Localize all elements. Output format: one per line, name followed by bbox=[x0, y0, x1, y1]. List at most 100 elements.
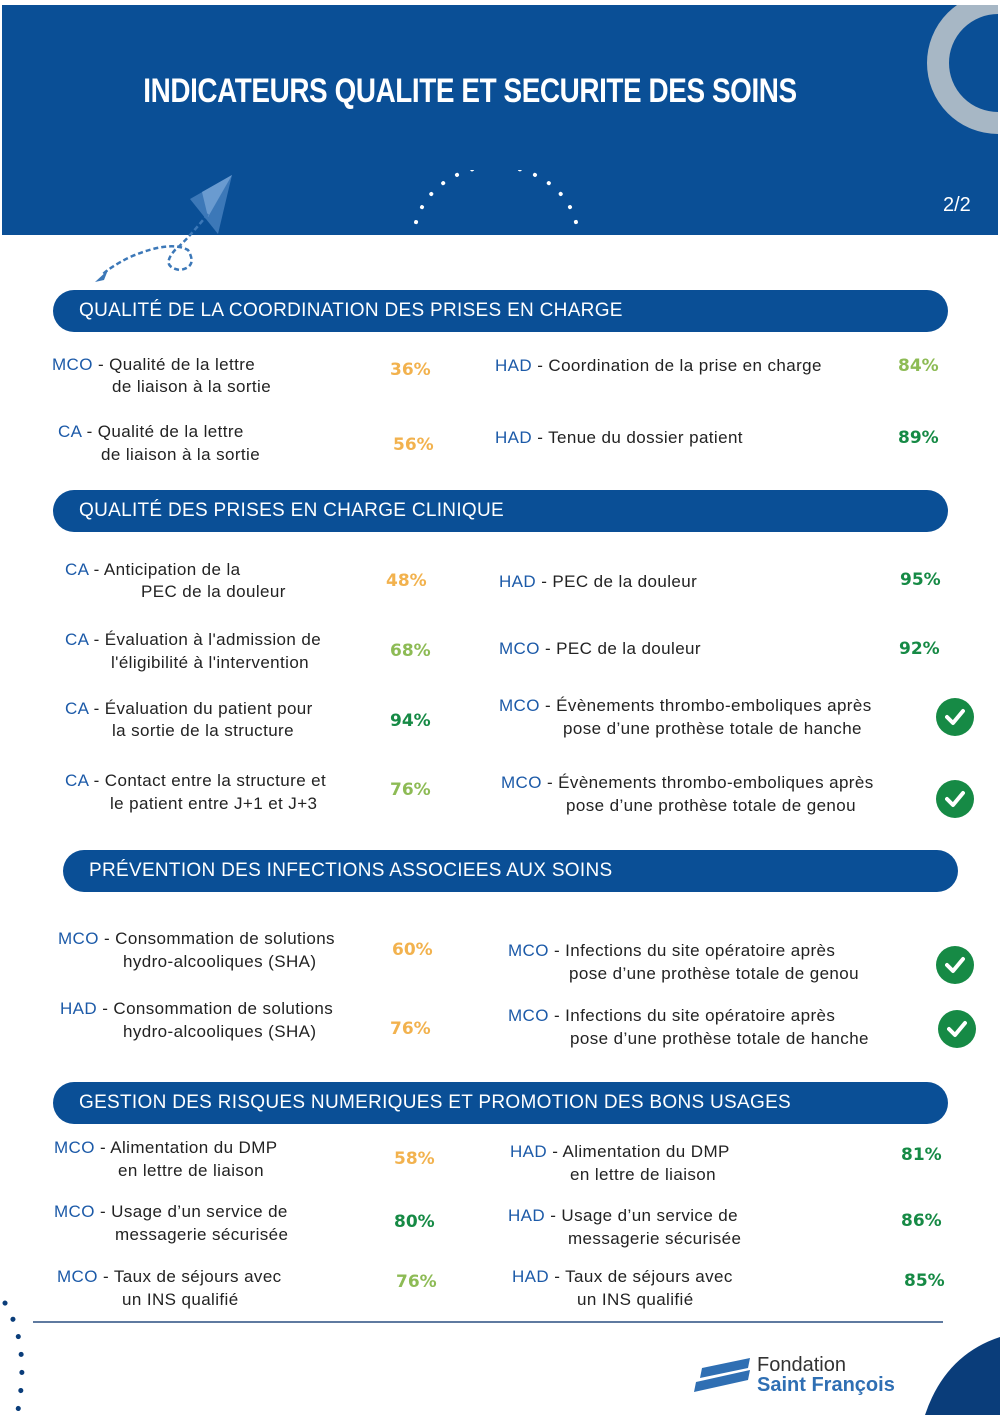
indicator-value: 58% bbox=[394, 1149, 435, 1169]
indicator-value: 95% bbox=[900, 570, 941, 590]
check-circle-icon bbox=[938, 1010, 976, 1048]
check-circle-icon bbox=[936, 698, 974, 736]
indicator-domain: MCO bbox=[54, 1202, 95, 1221]
indicator-label: MCO - Usage d’un service de bbox=[54, 1201, 288, 1223]
indicator-label: MCO - Infections du site opératoire aprè… bbox=[508, 1005, 835, 1027]
indicator-label: MCO - Infections du site opératoire aprè… bbox=[508, 940, 835, 962]
indicator-value: 36% bbox=[390, 360, 431, 380]
indicator-title: - Évènements thrombo-emboliques après bbox=[541, 773, 874, 792]
indicator-title: - Évènements thrombo-emboliques après bbox=[539, 696, 872, 715]
indicator-label: MCO - PEC de la douleur bbox=[499, 638, 701, 660]
indicator-domain: MCO bbox=[52, 355, 93, 374]
indicator-value: 94% bbox=[390, 711, 431, 731]
indicator-domain: CA bbox=[58, 422, 82, 441]
section-header: GESTION DES RISQUES NUMERIQUES ET PROMOT… bbox=[53, 1082, 948, 1124]
indicator-label: CA - Contact entre la structure et bbox=[65, 770, 326, 792]
indicator-title: - Qualité de la lettre bbox=[92, 355, 256, 374]
indicator-domain: HAD bbox=[60, 999, 98, 1018]
indicator-label-line2: messagerie sécurisée bbox=[115, 1225, 289, 1244]
indicator-value: 76% bbox=[390, 780, 431, 800]
section-header: QUALITÉ DE LA COORDINATION DES PRISES EN… bbox=[53, 290, 948, 332]
indicator-value: 68% bbox=[390, 641, 431, 661]
indicator-value: 81% bbox=[901, 1145, 942, 1165]
indicator-label: HAD - Tenue du dossier patient bbox=[495, 427, 743, 449]
indicator-domain: CA bbox=[65, 771, 89, 790]
indicator-label: MCO - Alimentation du DMP bbox=[54, 1137, 278, 1159]
indicator-title: - Alimentation du DMP bbox=[94, 1138, 278, 1157]
indicator-domain: MCO bbox=[501, 773, 542, 792]
indicator-domain: HAD bbox=[495, 356, 533, 375]
indicator-value: 48% bbox=[386, 571, 427, 591]
indicator-title: - Taux de séjours avec bbox=[549, 1267, 733, 1286]
indicator-value: 86% bbox=[901, 1211, 942, 1231]
dotted-arc-decoration bbox=[412, 170, 580, 240]
indicator-title: - PEC de la douleur bbox=[539, 639, 701, 658]
indicator-label-line2: hydro-alcooliques (SHA) bbox=[123, 952, 317, 971]
indicator-label: HAD - Coordination de la prise en charge bbox=[495, 355, 822, 377]
indicator-title: - Consommation de solutions bbox=[97, 999, 334, 1018]
indicator-value: 89% bbox=[898, 428, 939, 448]
page-number: 2/2 bbox=[943, 194, 971, 216]
indicator-label: HAD - Consommation de solutions bbox=[60, 998, 333, 1020]
indicator-title: - Usage d’un service de bbox=[545, 1206, 739, 1225]
indicator-label-line2: en lettre de liaison bbox=[118, 1161, 264, 1180]
indicator-title: - Anticipation de la bbox=[88, 560, 241, 579]
indicator-value: 56% bbox=[393, 435, 434, 455]
indicator-domain: HAD bbox=[499, 572, 537, 591]
indicator-label: MCO - Évènements thrombo-emboliques aprè… bbox=[499, 695, 872, 717]
indicator-label-line2: pose d’une prothèse totale de hanche bbox=[570, 1029, 869, 1048]
indicator-title: - Évaluation du patient pour bbox=[88, 699, 313, 718]
indicator-label-line2: pose d’une prothèse totale de genou bbox=[566, 796, 857, 815]
indicator-domain: CA bbox=[65, 630, 89, 649]
indicator-domain: MCO bbox=[499, 696, 540, 715]
corner-arc-decoration bbox=[925, 1337, 1000, 1415]
indicator-label: MCO - Consommation de solutions bbox=[58, 928, 335, 950]
header-banner bbox=[2, 5, 998, 240]
indicator-value: 85% bbox=[904, 1271, 945, 1291]
indicator-label-line2: de liaison à la sortie bbox=[101, 445, 261, 464]
indicator-domain: HAD bbox=[510, 1142, 548, 1161]
indicator-domain: CA bbox=[65, 699, 89, 718]
indicator-title: - Coordination de la prise en charge bbox=[532, 356, 822, 375]
indicator-domain: MCO bbox=[58, 929, 99, 948]
indicator-label: HAD - Usage d’un service de bbox=[508, 1205, 738, 1227]
indicator-label-line2: pose d’une prothèse totale de genou bbox=[569, 964, 860, 983]
indicator-label: HAD - PEC de la douleur bbox=[499, 571, 697, 593]
indicator-value: 76% bbox=[396, 1272, 437, 1292]
indicator-title: - PEC de la douleur bbox=[536, 572, 698, 591]
indicator-title: - Alimentation du DMP bbox=[547, 1142, 730, 1161]
dotted-line-decoration bbox=[2, 1300, 25, 1413]
indicator-domain: MCO bbox=[499, 639, 540, 658]
check-circle-icon bbox=[936, 780, 974, 818]
logo-text-saint-francois: Saint François bbox=[757, 1374, 895, 1396]
logo-text-fondation: Fondation bbox=[757, 1354, 846, 1376]
indicator-label-line2: de liaison à la sortie bbox=[112, 377, 272, 396]
check-circle-icon bbox=[936, 946, 974, 984]
indicator-title: - Taux de séjours avec bbox=[97, 1267, 282, 1286]
indicator-title: - Usage d’un service de bbox=[94, 1202, 288, 1221]
indicator-label: MCO - Qualité de la lettre bbox=[52, 354, 255, 376]
indicator-label: CA - Anticipation de la bbox=[65, 559, 241, 581]
indicator-label: MCO - Évènements thrombo-emboliques aprè… bbox=[501, 772, 874, 794]
indicator-label: CA - Évaluation du patient pour bbox=[65, 698, 313, 720]
indicator-value: 80% bbox=[394, 1212, 435, 1232]
indicator-domain: MCO bbox=[508, 941, 549, 960]
footer-divider bbox=[33, 1321, 943, 1323]
paper-plane-icon bbox=[95, 175, 232, 282]
indicator-domain: MCO bbox=[57, 1267, 98, 1286]
indicator-label-line2: PEC de la douleur bbox=[141, 582, 286, 601]
indicator-label-line2: le patient entre J+1 et J+3 bbox=[110, 794, 318, 813]
indicator-title: - Qualité de la lettre bbox=[81, 422, 244, 441]
indicator-domain: HAD bbox=[512, 1267, 550, 1286]
indicator-label: MCO - Taux de séjours avec bbox=[57, 1266, 282, 1288]
indicator-label-line2: hydro-alcooliques (SHA) bbox=[123, 1022, 317, 1041]
indicator-value: 84% bbox=[898, 356, 939, 376]
decorative-ring-icon bbox=[927, 5, 998, 134]
indicator-domain: CA bbox=[65, 560, 89, 579]
indicator-label-line2: la sortie de la structure bbox=[112, 721, 294, 740]
indicator-title: - Évaluation à l'admission de bbox=[88, 630, 322, 649]
indicator-domain: HAD bbox=[495, 428, 533, 447]
indicator-label: HAD - Alimentation du DMP bbox=[510, 1141, 730, 1163]
indicator-label-line2: pose d’une prothèse totale de hanche bbox=[563, 719, 862, 738]
